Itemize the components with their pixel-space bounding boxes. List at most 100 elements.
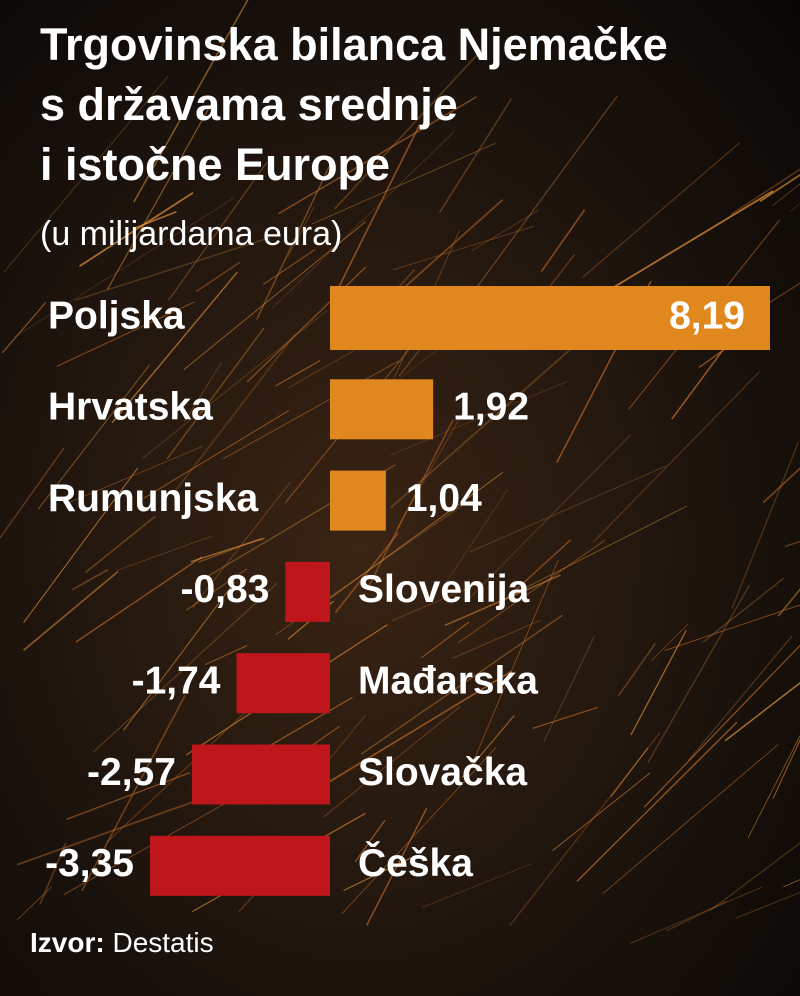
spark <box>759 173 800 203</box>
spark <box>664 604 800 652</box>
value-label: -1,74 <box>132 659 221 702</box>
spark <box>730 168 800 216</box>
bar <box>191 744 330 805</box>
spark <box>392 583 479 622</box>
value-label: 1,92 <box>453 386 529 429</box>
spark <box>469 465 667 553</box>
spark <box>3 76 169 273</box>
chart-title: Trgovinska bilanca Njemačke <box>40 19 668 70</box>
spark <box>354 819 386 863</box>
spark <box>23 467 139 624</box>
value-label: -3,35 <box>45 842 134 885</box>
spark <box>762 467 800 504</box>
spark <box>74 237 270 301</box>
spark <box>629 886 762 944</box>
value-label: 8,19 <box>669 294 745 337</box>
spark <box>85 515 156 573</box>
spark <box>192 481 291 608</box>
spark <box>133 0 249 203</box>
bar <box>330 379 434 440</box>
spark <box>552 772 651 851</box>
spark <box>735 891 800 919</box>
spark <box>336 123 421 291</box>
spark <box>467 95 618 300</box>
category-label: Mađarska <box>358 659 538 702</box>
spark <box>166 327 265 460</box>
spark <box>421 621 470 659</box>
spark <box>223 360 400 460</box>
spark <box>444 574 561 627</box>
spark <box>457 539 606 644</box>
spark <box>14 197 235 338</box>
spark <box>592 371 760 543</box>
spark <box>334 532 399 614</box>
spark <box>702 577 784 643</box>
spark <box>68 445 204 503</box>
spark <box>183 221 366 370</box>
spark <box>111 271 238 424</box>
spark <box>271 131 455 309</box>
spark <box>390 343 578 509</box>
spark <box>543 636 595 742</box>
spark <box>1 302 47 354</box>
subtitle: (u milijardama eura) <box>40 215 342 253</box>
spark <box>287 205 315 259</box>
spark <box>524 505 688 589</box>
bar <box>330 286 770 350</box>
spark <box>687 635 793 761</box>
sparks <box>0 0 800 944</box>
spark <box>602 744 779 894</box>
spark <box>461 714 515 778</box>
chart-title: s državama srednje <box>40 79 458 130</box>
spark <box>465 560 559 779</box>
spark <box>306 670 513 797</box>
bar <box>150 835 330 896</box>
spark <box>185 568 248 611</box>
spark <box>334 47 485 210</box>
spark <box>643 644 800 808</box>
spark <box>709 842 800 912</box>
spark <box>772 183 800 207</box>
spark <box>724 682 800 742</box>
spark <box>610 747 649 798</box>
spark <box>0 447 65 539</box>
spark <box>311 142 496 225</box>
spark <box>106 694 265 843</box>
source: Izvor: Destatis <box>30 927 214 958</box>
spark <box>263 249 316 285</box>
spark <box>256 159 333 320</box>
spark <box>81 694 186 892</box>
spark <box>72 569 109 591</box>
spark <box>183 362 222 423</box>
spark <box>168 162 268 301</box>
spark <box>16 801 194 866</box>
spark <box>617 643 656 697</box>
spark <box>390 381 568 456</box>
spark <box>56 301 195 367</box>
spark <box>464 434 631 604</box>
spark <box>532 706 599 729</box>
spark <box>495 539 572 609</box>
chart-title: i istočne Europe <box>40 139 390 190</box>
category-label: Hrvatska <box>48 386 213 429</box>
spark <box>367 419 454 588</box>
value-label: -2,57 <box>87 751 176 794</box>
bar <box>285 561 330 622</box>
source-name: Destatis <box>112 927 213 958</box>
spark <box>322 472 504 604</box>
spark <box>205 645 248 666</box>
spark <box>37 364 150 510</box>
category-label: Poljska <box>48 294 185 337</box>
category-label: Češka <box>358 840 473 885</box>
spark <box>278 96 478 215</box>
spark <box>396 407 466 530</box>
source-label: Izvor: <box>30 927 105 958</box>
spark <box>731 441 799 610</box>
spark <box>392 226 534 271</box>
spark <box>647 584 750 763</box>
spark <box>143 410 290 499</box>
spark <box>443 488 509 587</box>
value-label: 1,04 <box>406 477 482 520</box>
